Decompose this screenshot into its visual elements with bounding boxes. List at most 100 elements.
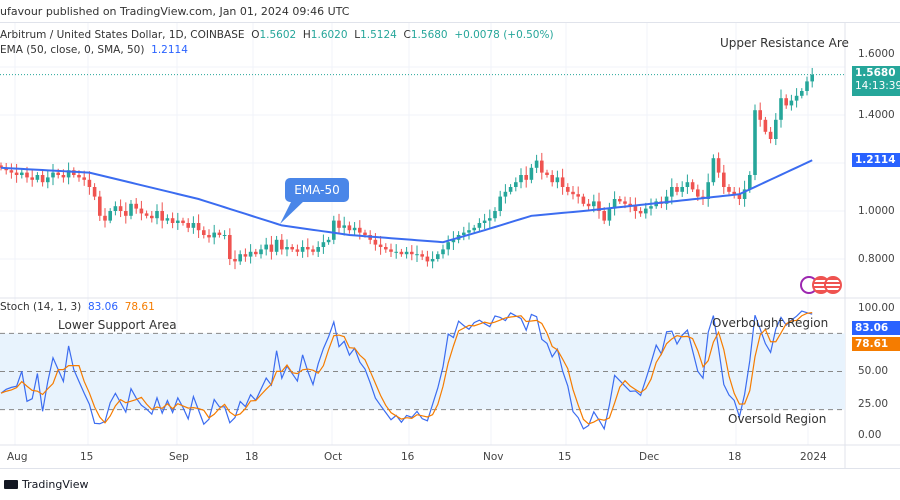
symbol-title: Arbitrum / United States Dollar, 1D, COI… bbox=[0, 29, 245, 41]
candle bbox=[337, 220, 341, 228]
candle bbox=[503, 191, 508, 197]
candle bbox=[92, 187, 97, 197]
candle bbox=[498, 196, 502, 211]
time-tick: Oct bbox=[324, 451, 343, 463]
candle bbox=[61, 175, 66, 178]
candle bbox=[326, 239, 331, 243]
candle bbox=[493, 211, 497, 219]
candle bbox=[514, 182, 518, 187]
ema-callout-tail bbox=[280, 200, 305, 224]
ema-value: 1.2114 bbox=[151, 44, 188, 56]
candle bbox=[727, 187, 731, 192]
last-price: 1.5680 bbox=[855, 67, 896, 79]
event-icons[interactable] bbox=[800, 276, 842, 294]
candle bbox=[384, 247, 388, 250]
candle bbox=[763, 119, 768, 132]
candle bbox=[399, 251, 404, 255]
tradingview-logo[interactable]: TradingView bbox=[4, 478, 88, 491]
stoch-k-line bbox=[0, 310, 813, 431]
candle bbox=[758, 110, 762, 120]
candle bbox=[633, 206, 638, 211]
candle bbox=[160, 211, 164, 221]
candle bbox=[644, 208, 648, 214]
candle bbox=[571, 191, 575, 195]
candle bbox=[649, 206, 653, 209]
candle bbox=[784, 98, 788, 106]
candle bbox=[290, 247, 294, 250]
overbought-note: Overbought Region bbox=[712, 316, 829, 330]
candle bbox=[25, 172, 29, 178]
candle bbox=[425, 256, 430, 262]
candle bbox=[742, 189, 747, 199]
candle bbox=[196, 223, 201, 231]
lower-support-note: Lower Support Area bbox=[58, 318, 177, 332]
last-price-tag: 1.5680 14:13:39 bbox=[852, 66, 900, 96]
candle bbox=[321, 242, 326, 247]
brand-name: TradingView bbox=[22, 478, 89, 491]
time-tick: 16 bbox=[401, 451, 415, 463]
candle bbox=[623, 201, 627, 204]
candle bbox=[404, 251, 409, 255]
candle bbox=[373, 239, 378, 245]
candle bbox=[566, 187, 570, 192]
stoch-legend[interactable]: Stoch (14, 1, 3) 83.06 78.61 bbox=[0, 301, 155, 313]
candle bbox=[342, 225, 346, 228]
high-value: 1.6020 bbox=[310, 29, 348, 41]
stoch-k-tag: 83.06 bbox=[852, 321, 900, 335]
oversold-note: Oversold Region bbox=[728, 412, 827, 426]
time-tick: 18 bbox=[245, 451, 259, 463]
candle bbox=[358, 227, 362, 233]
candle bbox=[207, 235, 211, 238]
candle bbox=[176, 220, 180, 223]
candle bbox=[82, 177, 86, 180]
candle bbox=[800, 91, 804, 96]
candle bbox=[9, 170, 14, 173]
candle bbox=[638, 211, 643, 214]
candle bbox=[696, 189, 700, 197]
bar-countdown: 14:13:39 bbox=[855, 80, 900, 92]
high-label: H bbox=[302, 29, 311, 41]
candle bbox=[524, 175, 528, 180]
candle bbox=[285, 247, 289, 250]
candle bbox=[670, 187, 674, 197]
us-flag-icon[interactable] bbox=[824, 276, 842, 294]
candle bbox=[748, 175, 752, 190]
candle bbox=[685, 182, 690, 187]
candle bbox=[202, 230, 206, 235]
candle bbox=[378, 244, 383, 247]
price-tick: 1.6000 bbox=[858, 48, 895, 60]
candle bbox=[805, 81, 809, 91]
price-tick: 0.8000 bbox=[858, 253, 895, 265]
candle bbox=[20, 172, 24, 175]
ema-legend[interactable]: EMA (50, close, 0, SMA, 50) 1.2114 bbox=[0, 44, 188, 56]
candle bbox=[264, 244, 268, 250]
candle bbox=[472, 227, 476, 231]
time-tick: Nov bbox=[483, 451, 504, 463]
candle bbox=[690, 182, 695, 190]
candle bbox=[488, 218, 492, 221]
low-label: L bbox=[354, 29, 361, 41]
candle bbox=[248, 251, 253, 257]
candle bbox=[545, 172, 549, 175]
upper-resistance-note: Upper Resistance Are bbox=[720, 36, 849, 50]
candle bbox=[540, 160, 544, 173]
candle bbox=[165, 218, 170, 221]
candle bbox=[664, 196, 669, 204]
candle bbox=[581, 196, 586, 204]
candle bbox=[477, 223, 482, 228]
time-tick: 2024 bbox=[800, 451, 827, 463]
candle bbox=[612, 199, 617, 209]
candle bbox=[732, 191, 736, 195]
candle bbox=[103, 215, 107, 221]
candle bbox=[306, 247, 310, 250]
candle bbox=[737, 194, 742, 199]
candle bbox=[155, 211, 159, 219]
candle bbox=[316, 247, 320, 252]
candle bbox=[259, 249, 263, 255]
candle bbox=[233, 259, 237, 262]
candle bbox=[51, 172, 55, 178]
candle bbox=[410, 251, 414, 255]
price-tick: 1.0000 bbox=[858, 205, 895, 217]
candle bbox=[560, 177, 565, 187]
